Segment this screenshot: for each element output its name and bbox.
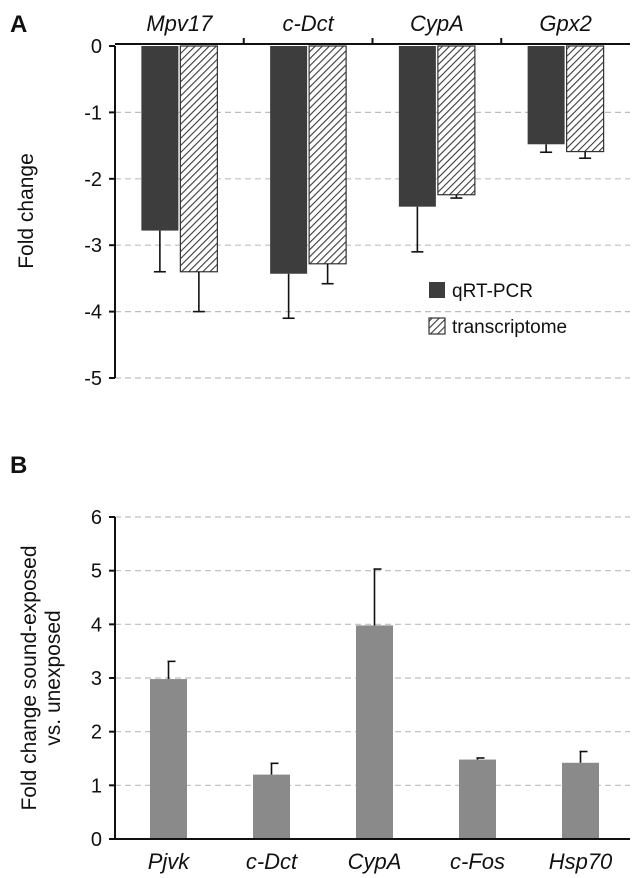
panel-b-category-labels: Pjvk c-Dct CypA c-Fos Hsp70 xyxy=(148,849,613,874)
panel-a-legend: qRT-PCR transcriptome xyxy=(428,281,567,338)
legend-swatch-qrt-pcr xyxy=(429,282,445,298)
panel-a-y-tick-label: -5 xyxy=(84,368,102,390)
panel-a-category-label-cypa: CypA xyxy=(410,11,464,36)
panel-b-y-axis-title-line2: vs. unexposed xyxy=(42,610,65,745)
bar-qrt-pcr-mpv17 xyxy=(141,46,179,231)
bar-qrt-pcr-cypa xyxy=(398,46,436,207)
bar-c-fos xyxy=(459,759,496,839)
panel-a-bars xyxy=(141,45,605,274)
panel-b-y-tick-label: 1 xyxy=(91,775,102,797)
bar-qrt-pcr-gpx2 xyxy=(527,46,565,145)
panel-b-category-label-c-fos: c-Fos xyxy=(450,849,505,874)
panel-b: B 0 1 2 3 4 5 6 Pjvk c-Dct CypA c-Fos Hsp70 Fold c… xyxy=(10,452,630,874)
bar-transcriptome-c-dct xyxy=(308,45,347,265)
panel-b-y-tick-label: 3 xyxy=(91,668,102,690)
panel-b-error-bars xyxy=(167,568,588,775)
panel-b-gridlines xyxy=(115,516,630,786)
panel-b-y-tick-label: 5 xyxy=(91,561,102,583)
bar-transcriptome-cypa xyxy=(437,45,476,196)
panel-a: A 0 -1 -2 -3 -4 -5 Mpv17 c-Dct CypA Gpx2 Fold ch… xyxy=(10,11,630,390)
legend-label-qrt-pcr: qRT-PCR xyxy=(452,281,533,302)
panel-a-y-axis-title: Fold change xyxy=(15,153,38,269)
bar-transcriptome-gpx2 xyxy=(566,45,605,153)
panel-a-y-tick-label: -4 xyxy=(84,302,102,324)
bar-pjvk xyxy=(150,679,187,839)
panel-b-y-tick-label: 6 xyxy=(91,507,102,529)
panel-a-y-tick-label: -2 xyxy=(84,169,102,191)
bar-cypa xyxy=(356,625,393,839)
legend-swatch-transcriptome xyxy=(428,317,446,335)
panel-a-y-tick-label: -3 xyxy=(84,235,102,257)
panel-a-error-bars xyxy=(153,144,592,320)
panel-a-category-labels: Mpv17 c-Dct CypA Gpx2 xyxy=(146,11,592,44)
panel-b-bars xyxy=(150,625,599,839)
panel-b-y-tick-label: 2 xyxy=(91,722,102,744)
panel-a-category-label-mpv17: Mpv17 xyxy=(146,11,213,36)
bar-hsp70 xyxy=(562,762,599,839)
panel-a-y-tick-label: 0 xyxy=(91,36,102,58)
panel-a-category-label-c-dct: c-Dct xyxy=(282,11,334,36)
panel-b-y-ticks: 0 1 2 3 4 5 6 xyxy=(91,507,115,851)
panel-b-category-label-cypa: CypA xyxy=(348,849,402,874)
panel-b-y-tick-label: 4 xyxy=(91,614,102,636)
panel-a-category-label-gpx2: Gpx2 xyxy=(539,11,592,36)
panel-b-y-tick-label: 0 xyxy=(91,829,102,851)
panel-a-letter: A xyxy=(10,11,27,38)
panel-a-y-tick-label: -1 xyxy=(84,102,102,124)
panel-b-y-axis-title-line1: Fold change sound-exposed xyxy=(18,545,41,810)
bar-qrt-pcr-c-dct xyxy=(270,46,308,274)
bar-transcriptome-mpv17 xyxy=(179,45,218,273)
panel-b-category-label-c-dct: c-Dct xyxy=(246,849,298,874)
panel-a-y-ticks: 0 -1 -2 -3 -4 -5 xyxy=(84,36,115,390)
panel-b-letter: B xyxy=(10,452,27,479)
legend-label-transcriptome: transcriptome xyxy=(452,317,567,338)
bar-c-dct xyxy=(253,774,290,839)
panel-b-category-label-pjvk: Pjvk xyxy=(148,849,191,874)
panel-b-category-label-hsp70: Hsp70 xyxy=(549,849,613,874)
